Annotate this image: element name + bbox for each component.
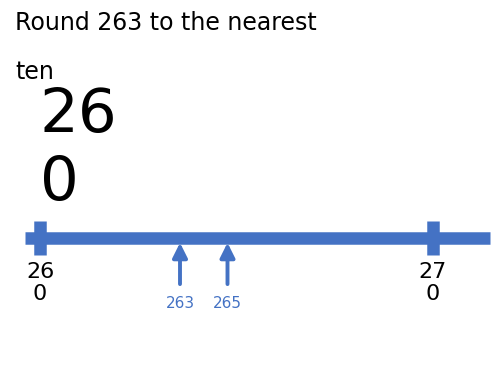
Text: Round 263 to the nearest: Round 263 to the nearest	[15, 11, 317, 35]
Text: 26
0: 26 0	[26, 262, 54, 304]
Text: 0: 0	[40, 154, 79, 213]
Text: ten: ten	[15, 60, 54, 84]
Text: 27
0: 27 0	[418, 262, 446, 304]
Text: 265: 265	[213, 296, 242, 311]
Text: 263: 263	[166, 296, 194, 311]
Text: 26: 26	[40, 86, 118, 145]
